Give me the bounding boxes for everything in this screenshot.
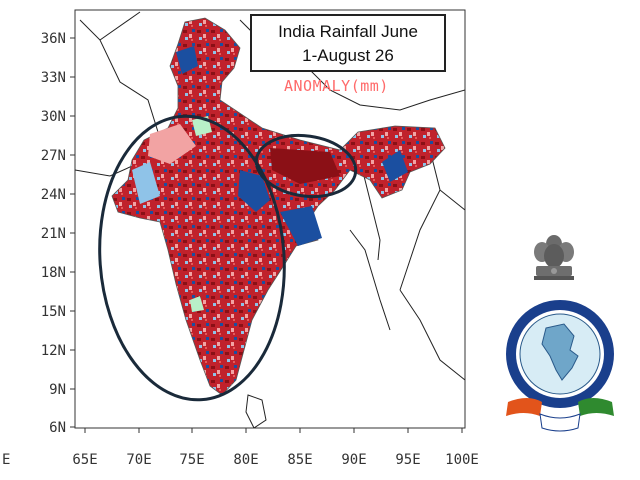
left-edge-glyph: E [2, 452, 10, 468]
lat-tick-label: 18N [41, 265, 66, 281]
surplus-patch-east [280, 206, 322, 246]
lon-tick-label: 75E [179, 452, 204, 468]
lon-tick-label: 85E [287, 452, 312, 468]
lon-tick-label: 90E [341, 452, 366, 468]
light-patch-north [148, 124, 196, 164]
country-borders [75, 11, 465, 428]
lat-tick-label: 9N [49, 382, 66, 398]
lon-tick-label: 70E [126, 452, 151, 468]
field-label: ANOMALY(mm) [284, 77, 389, 95]
lon-tick-label: 65E [72, 452, 97, 468]
deficit-patch-gangetic [270, 148, 340, 184]
lat-tick-label: 27N [41, 148, 66, 164]
highlight-ellipse-gangetic [254, 133, 358, 199]
map-title-line1: India Rainfall June [278, 22, 418, 41]
lat-tick-label: 36N [41, 31, 66, 47]
surplus-patch-central [238, 170, 270, 212]
imd-logo-icon [506, 300, 614, 432]
surplus-patch-northeast [382, 150, 408, 182]
state-emblem-icon [534, 235, 574, 280]
lat-tick-label: 33N [41, 70, 66, 86]
lat-tick-label: 15N [41, 304, 66, 320]
highlight-ellipse-west-peninsula [98, 114, 286, 402]
map-title-box: India Rainfall June 1-August 26 [250, 14, 446, 72]
lat-tick-label: 6N [49, 420, 66, 436]
lon-ticks: 65E 70E 75E 80E 85E 90E 95E 100E E [2, 428, 479, 468]
lat-tick-label: 24N [41, 187, 66, 203]
light-patch-west [132, 162, 160, 204]
surplus-patch-northwest [176, 46, 198, 74]
green-patch-south [190, 296, 204, 312]
lat-tick-label: 12N [41, 343, 66, 359]
lon-tick-label: 80E [233, 452, 258, 468]
lon-tick-label: 100E [445, 452, 479, 468]
lat-tick-label: 21N [41, 226, 66, 242]
lon-tick-label: 95E [395, 452, 420, 468]
lat-tick-label: 30N [41, 109, 66, 125]
map-title-line2: 1-August 26 [302, 46, 394, 65]
lat-ticks: 36N 33N 30N 27N 24N 21N 18N 15N 12N 9N 6… [41, 31, 75, 436]
